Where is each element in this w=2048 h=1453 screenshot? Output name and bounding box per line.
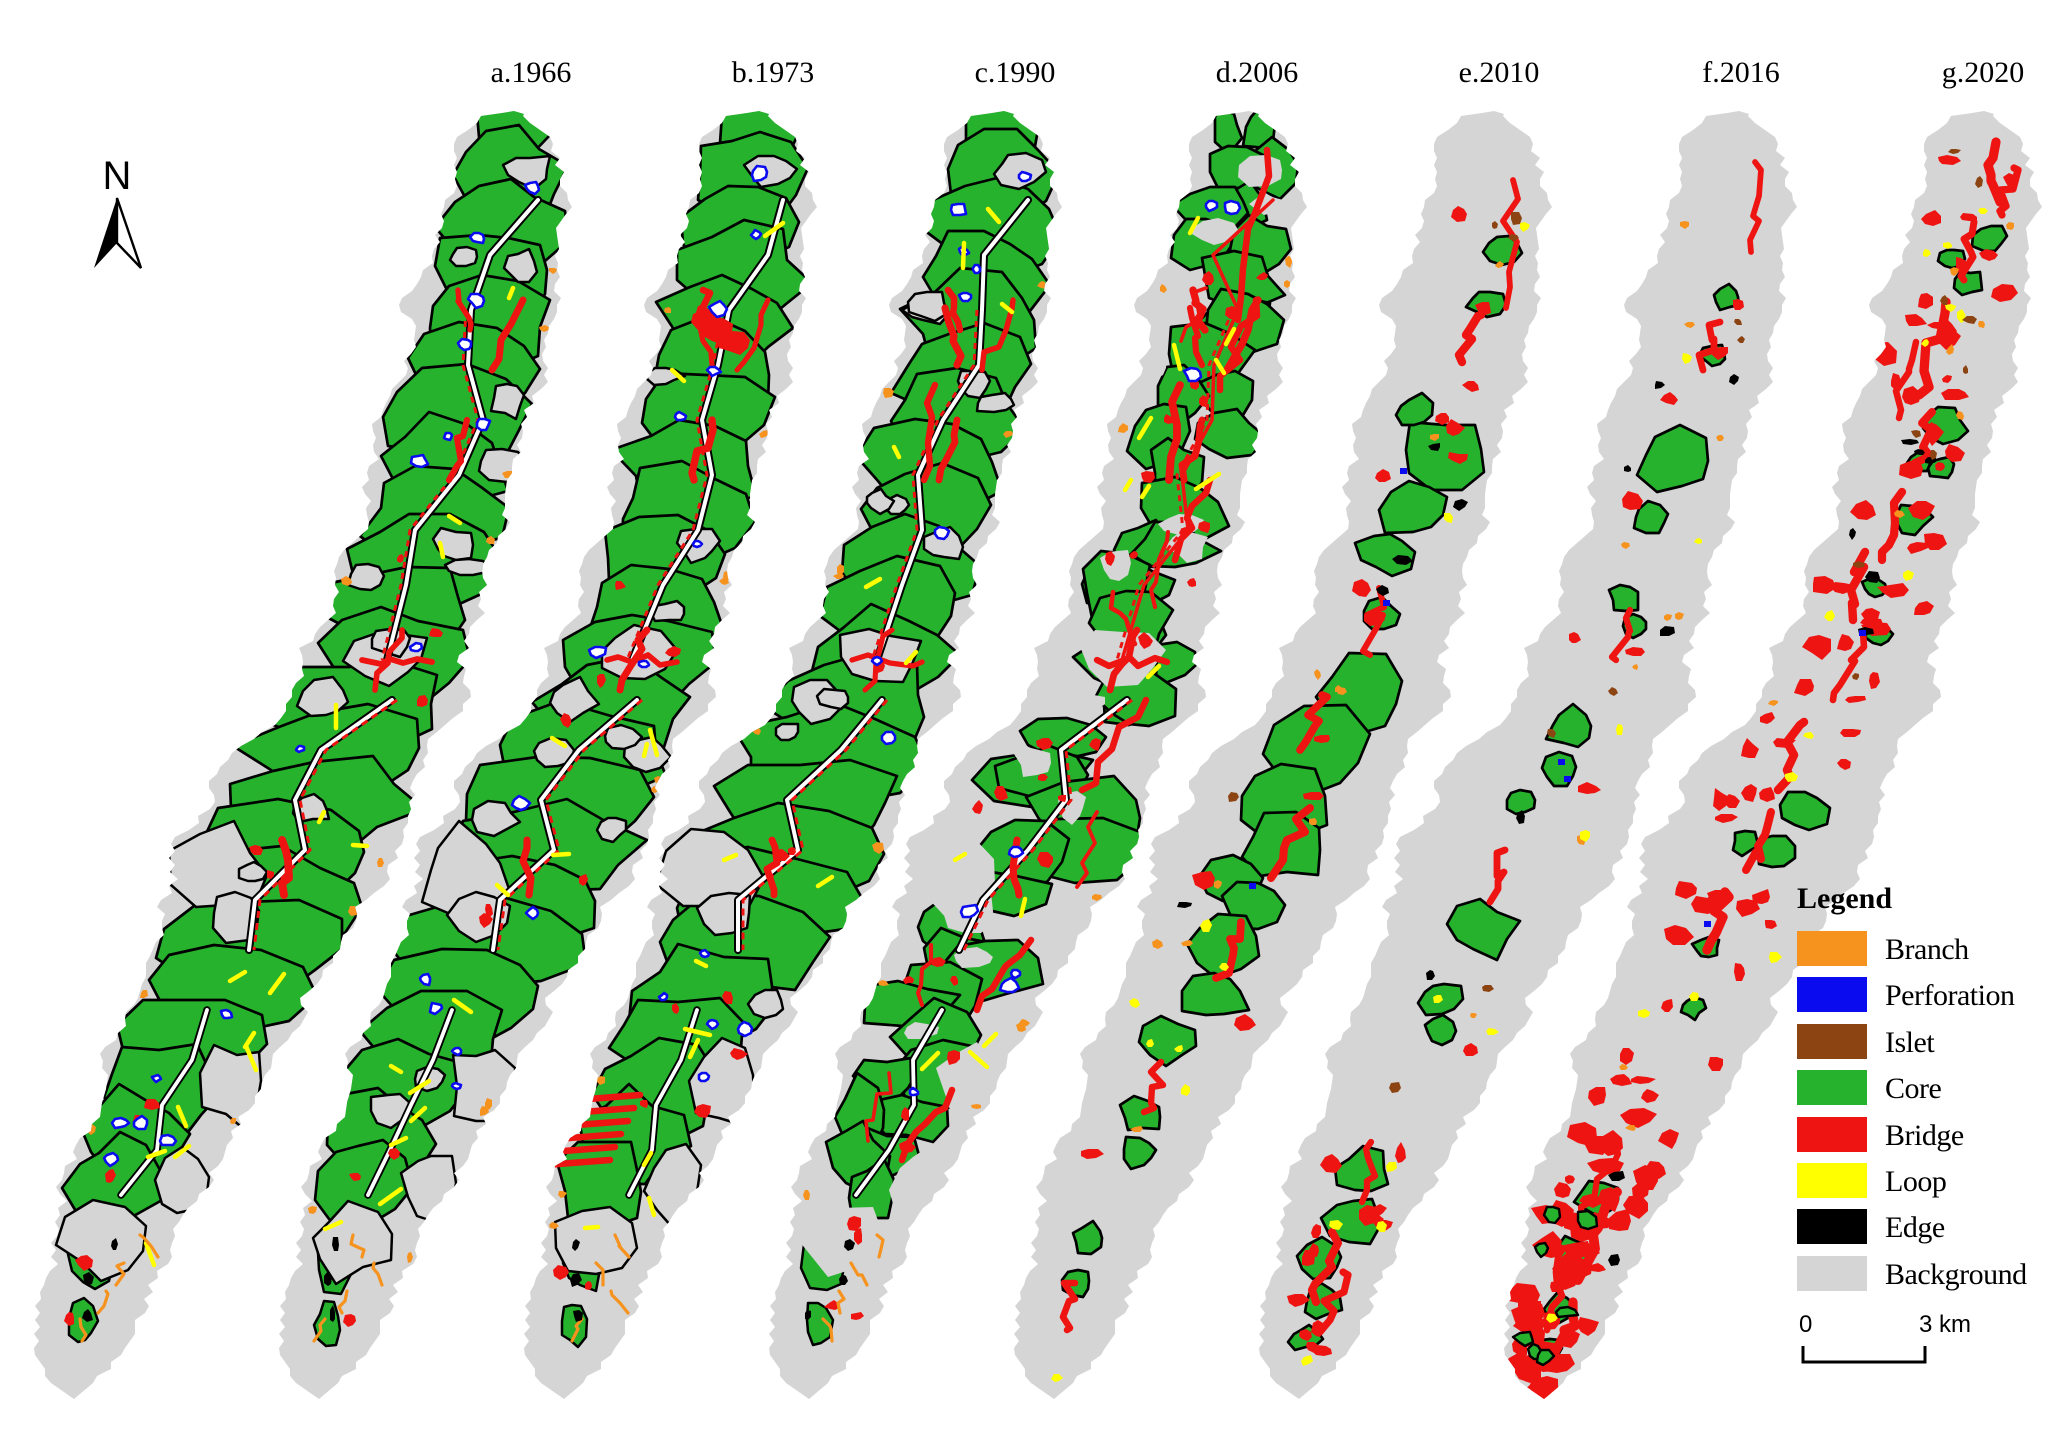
svg-text:b.1973: b.1973 [732, 56, 815, 89]
svg-text:a.1966: a.1966 [491, 56, 572, 89]
svg-text:Bridge: Bridge [1885, 1119, 1964, 1152]
svg-text:e.2010: e.2010 [1459, 56, 1540, 89]
svg-text:Edge: Edge [1885, 1211, 1945, 1244]
svg-text:0: 0 [1799, 1311, 1812, 1338]
svg-text:Background: Background [1885, 1258, 2027, 1291]
svg-text:g.2020: g.2020 [1942, 56, 2025, 89]
svg-text:Branch: Branch [1885, 933, 1969, 966]
svg-text:Loop: Loop [1885, 1165, 1946, 1198]
svg-text:Islet: Islet [1885, 1026, 1935, 1059]
svg-text:f.2016: f.2016 [1702, 56, 1780, 89]
svg-text:Legend: Legend [1797, 882, 1892, 915]
svg-text:3 km: 3 km [1919, 1311, 1971, 1338]
svg-text:d.2006: d.2006 [1216, 56, 1299, 89]
svg-text:Perforation: Perforation [1885, 979, 2015, 1012]
svg-text:Core: Core [1885, 1072, 1942, 1105]
svg-text:c.1990: c.1990 [975, 56, 1056, 89]
svg-text:N: N [103, 154, 132, 198]
